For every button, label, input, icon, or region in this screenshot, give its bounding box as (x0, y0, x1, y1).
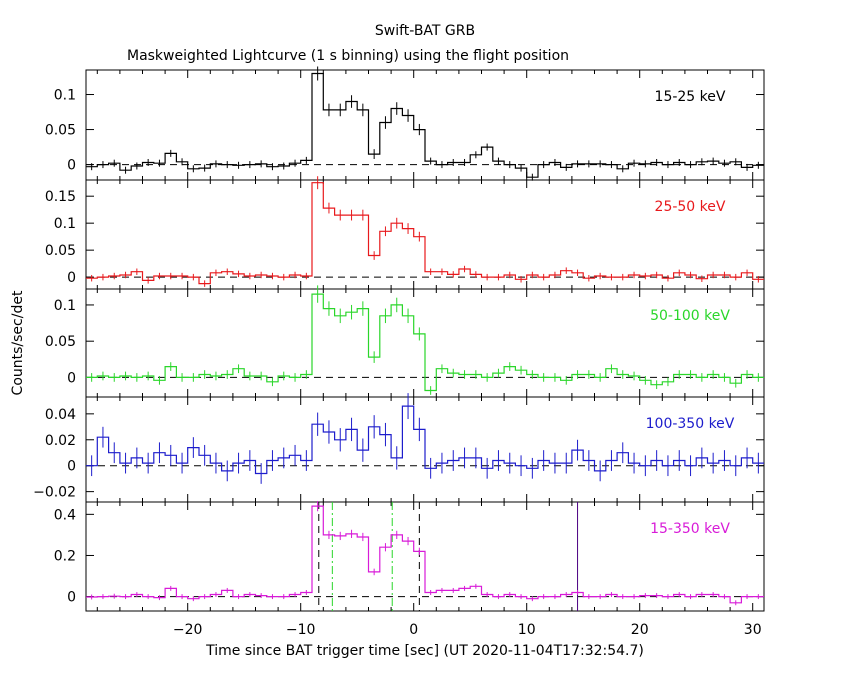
x-tick-label: −10 (286, 622, 316, 638)
series-step-line (86, 182, 764, 285)
y-tick-label: 0 (67, 158, 76, 174)
panel-3: 0 0.05 0.1 50-100 keV (45, 285, 765, 398)
band-label: 100-350 keV (646, 416, 735, 432)
y-tick-label: 0.05 (45, 334, 76, 350)
chart-title: Swift-BAT GRB (375, 23, 475, 39)
x-tick-label: 20 (631, 622, 649, 638)
y-tick-label: 0 (67, 370, 76, 386)
x-axis-label: Time since BAT trigger time [sec] (UT 20… (205, 643, 644, 659)
panel-4: −0.02 0 0.02 0.04 100-350 keV (33, 393, 765, 503)
y-tick-label: −0.02 (33, 485, 76, 501)
y-tick-label: 0.1 (54, 298, 76, 314)
panel-2: 0 0.05 0.1 0.15 25-50 keV (45, 176, 765, 290)
y-axis-label: Counts/sec/det (10, 290, 26, 395)
x-tick-labels: −20 −10 0 10 20 30 (173, 622, 762, 638)
panel-frame (85, 501, 765, 612)
x-tick-label: −20 (173, 622, 203, 638)
panel-frame (85, 179, 765, 290)
y-tick-label: 0.04 (45, 407, 76, 423)
y-tick-label: 0.05 (45, 243, 76, 259)
x-tick-label: 30 (744, 622, 762, 638)
band-label: 25-50 keV (655, 199, 726, 215)
band-label: 15-350 keV (650, 521, 730, 537)
y-tick-label: 0 (67, 270, 76, 286)
band-label: 15-25 keV (655, 89, 726, 105)
y-tick-label: 0.2 (54, 548, 76, 564)
y-tick-label: 0.05 (45, 123, 76, 139)
x-tick-label: 0 (409, 622, 418, 638)
band-label: 50-100 keV (650, 308, 730, 324)
y-tick-label: 0.1 (54, 216, 76, 232)
panel-1: 0 0.05 0.1 15-25 keV (45, 66, 765, 181)
chart-subtitle: Maskweighted Lightcurve (1 s binning) us… (127, 48, 569, 64)
y-tick-label: 0.15 (45, 189, 76, 205)
x-tick-label: 10 (518, 622, 536, 638)
panel-5: 0 0.2 0.4 15-350 keV (54, 500, 765, 612)
y-tick-label: 0.02 (45, 433, 76, 449)
y-tick-label: 0 (67, 590, 76, 606)
y-tick-label: 0.4 (54, 507, 76, 523)
y-tick-label: 0.1 (54, 88, 76, 104)
y-tick-label: 0 (67, 459, 76, 475)
